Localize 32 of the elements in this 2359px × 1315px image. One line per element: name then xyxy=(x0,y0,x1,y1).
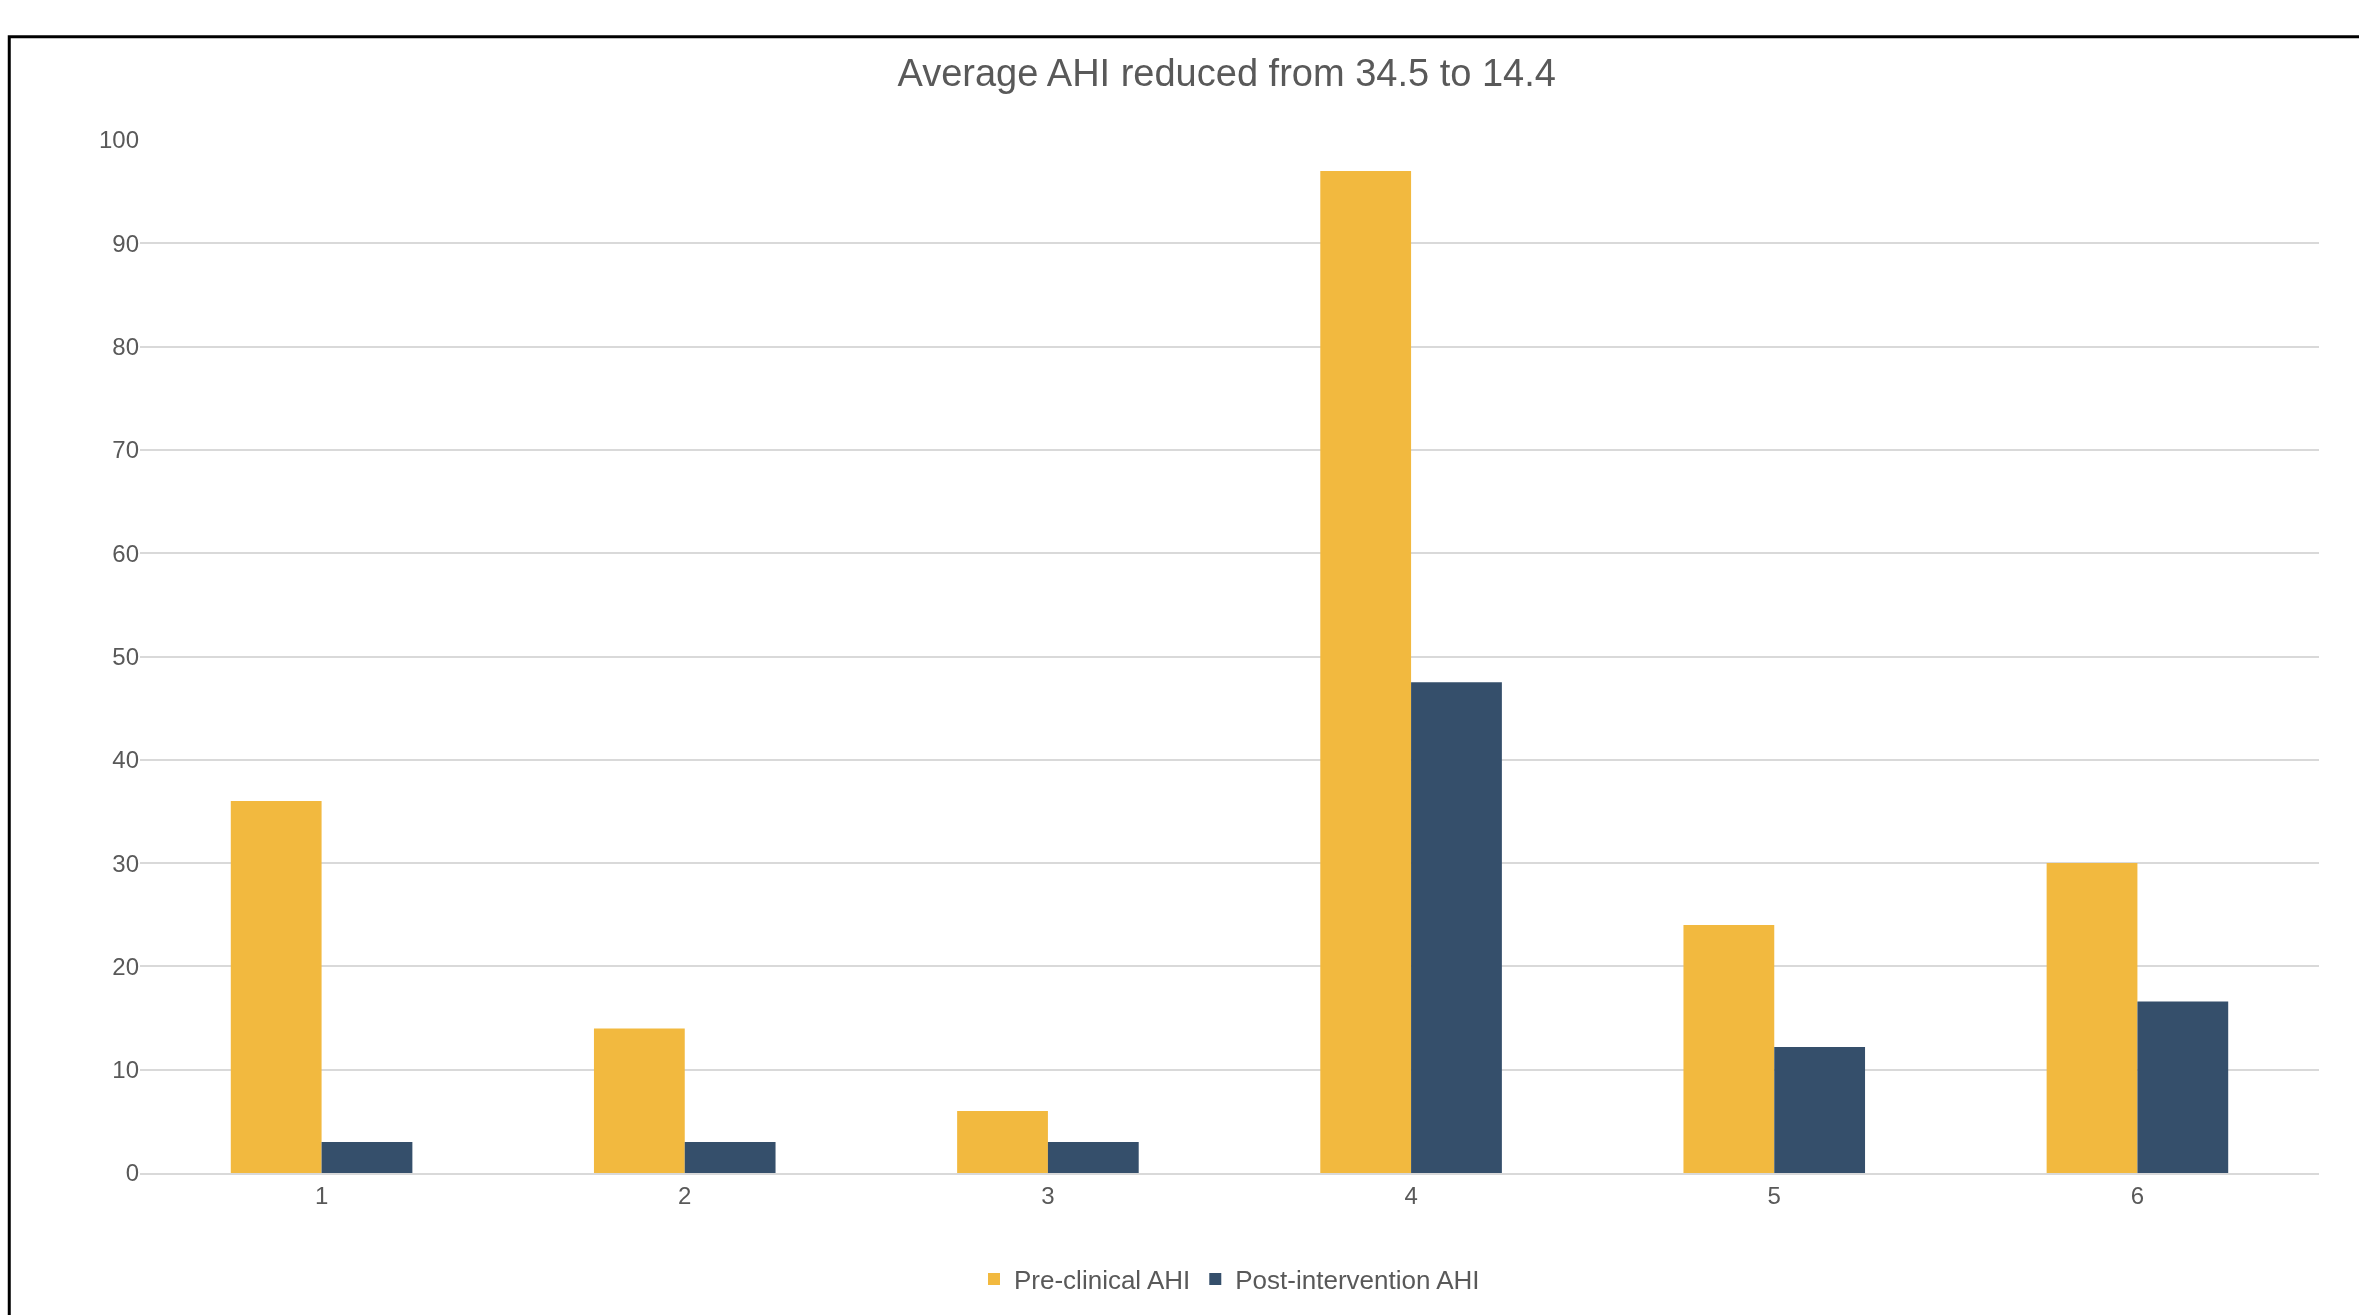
bar xyxy=(1320,170,1412,1173)
bar xyxy=(2046,863,2138,1173)
bar xyxy=(593,1028,685,1173)
x-tick-label: 2 xyxy=(678,1181,692,1209)
y-tick-label: 70 xyxy=(112,436,139,464)
y-tick-label: 100 xyxy=(98,126,139,154)
y-tick-label: 0 xyxy=(125,1159,139,1187)
y-tick-label: 10 xyxy=(112,1056,139,1084)
y-tick-label: 60 xyxy=(112,539,139,567)
y-tick-label: 90 xyxy=(112,229,139,257)
x-tick-label: 3 xyxy=(1041,1181,1055,1209)
x-tick-label: 4 xyxy=(1404,1181,1418,1209)
y-tick-label: 30 xyxy=(112,849,139,877)
bar xyxy=(321,1142,413,1173)
bar xyxy=(1047,1142,1139,1173)
y-tick-label: 80 xyxy=(112,333,139,360)
y-tick-label: 40 xyxy=(112,746,139,774)
bar xyxy=(230,801,322,1173)
x-tick-label: 6 xyxy=(2130,1181,2145,1209)
bar xyxy=(957,1111,1048,1173)
bar xyxy=(1411,682,1502,1173)
x-tick-label: 1 xyxy=(314,1181,329,1209)
y-tick-label: 50 xyxy=(112,642,139,670)
legend-label: Post-intervention AHI xyxy=(1235,1265,1480,1296)
x-tick-label: 5 xyxy=(1767,1181,1781,1209)
y-tick-label: 20 xyxy=(112,952,139,980)
chart-title: Average AHI reduced from 34.5 to 14.4 xyxy=(897,51,1556,94)
legend-label: Pre-clinical AHI xyxy=(1014,1265,1191,1296)
bar xyxy=(2137,1001,2229,1173)
bar xyxy=(1774,1046,1866,1173)
bar xyxy=(1683,925,1775,1173)
bar xyxy=(684,1142,776,1173)
